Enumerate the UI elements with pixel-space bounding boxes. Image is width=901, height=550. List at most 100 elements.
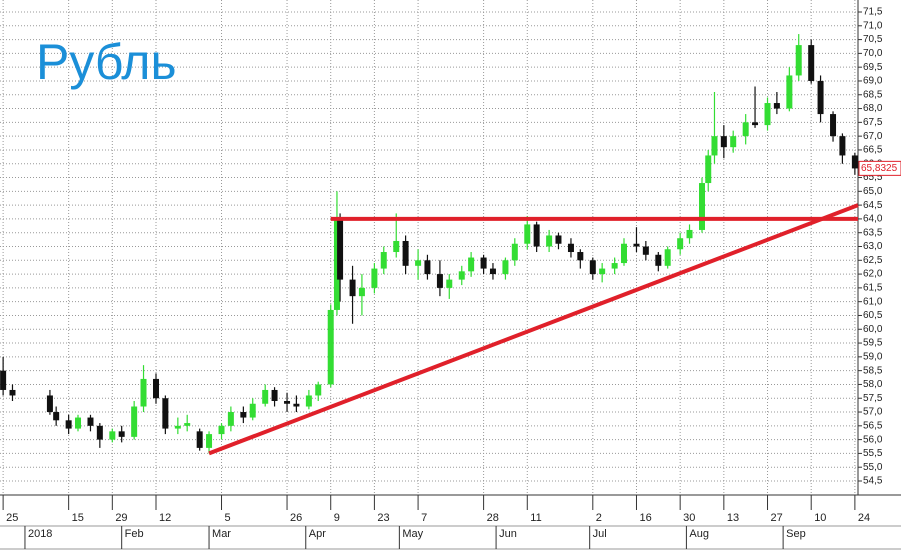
candle-body (742, 122, 749, 137)
candle-body (436, 274, 443, 288)
candle-body (96, 425, 103, 440)
candle-body (218, 425, 225, 435)
y-tick-label: 63,0 (863, 241, 883, 252)
candle-body (851, 155, 858, 169)
candle-body (577, 252, 584, 261)
y-tick-label: 71,0 (863, 20, 883, 31)
y-tick-label: 70,0 (863, 48, 883, 59)
candle-body (468, 257, 475, 272)
y-tick-label: 64,0 (863, 214, 883, 225)
last-price-box (858, 160, 901, 176)
candle-body (480, 257, 487, 269)
chart-title: Рубль (36, 34, 177, 90)
candle-body (764, 103, 771, 126)
candle-body (184, 423, 191, 426)
candle-body (196, 431, 203, 448)
month-label: May (402, 528, 423, 540)
y-tick-label: 68,0 (863, 103, 883, 114)
candle-body (371, 268, 378, 288)
candle-body (271, 389, 278, 401)
y-tick-label: 67,0 (863, 131, 883, 142)
y-tick-label: 56,0 (863, 434, 883, 445)
candle-body (75, 417, 81, 429)
y-tick-label: 63,5 (863, 227, 883, 238)
y-tick-label: 60,5 (863, 310, 883, 321)
candle-body (589, 260, 596, 275)
x-tick-label: 15 (72, 512, 84, 524)
candle-body (524, 224, 531, 244)
y-tick-label: 71,5 (863, 7, 883, 18)
x-tick-label: 11 (530, 512, 541, 524)
month-label: Jul (593, 528, 607, 540)
y-tick-label: 56,5 (863, 420, 883, 431)
candle-body (402, 240, 409, 266)
candle-body (109, 431, 116, 440)
trend-line (208, 203, 859, 456)
candle-body (293, 403, 300, 407)
month-label: Sep (786, 528, 806, 540)
month-label: Feb (125, 528, 144, 540)
candle-body (46, 395, 53, 413)
candle-body (677, 238, 684, 250)
candle-body (327, 309, 334, 385)
candle-body (567, 243, 574, 253)
candle-body (131, 406, 138, 437)
candle-body (502, 260, 509, 275)
y-tick-label: 66,5 (863, 145, 883, 156)
candle-body (705, 155, 712, 184)
y-tick-label: 54,5 (863, 476, 883, 487)
x-tick-label: 24 (858, 512, 870, 524)
y-tick-label: 59,5 (863, 338, 883, 349)
x-tick-label: 25 (6, 512, 18, 524)
y-tick-label: 58,5 (863, 365, 883, 376)
y-tick-label: 65,0 (863, 186, 883, 197)
y-tick-label: 61,5 (863, 283, 883, 294)
candle-body (839, 136, 846, 156)
candle-body (9, 389, 16, 396)
candle-body (686, 229, 693, 239)
candle-body (752, 122, 759, 126)
candle-body (240, 412, 247, 418)
month-label: Mar (212, 528, 231, 540)
candle-body (664, 249, 671, 266)
x-tick-label: 29 (115, 512, 127, 524)
y-tick-label: 68,5 (863, 89, 883, 100)
y-tick-label: 55,5 (863, 448, 883, 459)
candle-body (599, 268, 606, 275)
candle-body (380, 252, 387, 269)
candle-body (174, 425, 181, 429)
candle-body (458, 271, 465, 280)
candle-body (555, 235, 562, 244)
candle-body (817, 80, 824, 115)
x-tick-label: 27 (771, 512, 783, 524)
y-tick-label: 64,5 (863, 200, 883, 211)
candle-body (87, 417, 94, 426)
y-tick-label: 61,0 (863, 296, 883, 307)
x-tick-label: 30 (683, 512, 695, 524)
candle-body (786, 75, 793, 109)
candle-body (349, 279, 356, 297)
candle-body (655, 254, 662, 266)
y-tick-label: 69,0 (863, 76, 883, 87)
y-tick-label: 58,0 (863, 379, 883, 390)
x-tick-label: 2 (596, 512, 602, 524)
candle-body (206, 434, 213, 448)
y-tick-label: 55,0 (863, 462, 883, 473)
candle-body (262, 389, 269, 404)
candle-body (699, 183, 705, 230)
y-tick-label: 62,0 (863, 269, 883, 280)
candle-body (795, 45, 802, 76)
x-tick-label: 7 (421, 512, 427, 524)
candle-body (393, 240, 400, 253)
x-tick-label: 16 (639, 512, 651, 524)
candle-body (358, 287, 365, 297)
month-label: Apr (309, 528, 326, 540)
candle-body (446, 279, 453, 288)
candle-body (305, 395, 312, 407)
x-tick-label: 23 (377, 512, 389, 524)
x-tick-label: 13 (727, 512, 739, 524)
candle-body (773, 103, 780, 109)
x-tick-label: 5 (225, 512, 231, 524)
candle-body (53, 412, 60, 421)
